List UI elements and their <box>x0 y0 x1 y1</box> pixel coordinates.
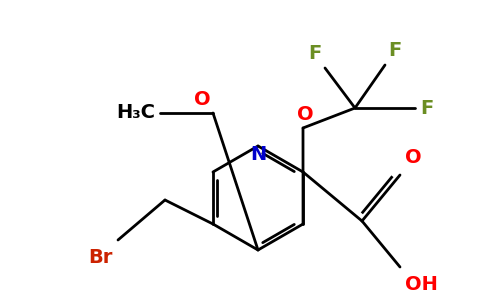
Text: O: O <box>195 90 211 109</box>
Text: OH: OH <box>405 275 438 294</box>
Text: O: O <box>405 148 422 167</box>
Text: H₃C: H₃C <box>116 103 155 122</box>
Text: O: O <box>297 105 313 124</box>
Text: F: F <box>420 98 433 118</box>
Text: N: N <box>250 145 266 164</box>
Text: F: F <box>388 41 401 60</box>
Text: Br: Br <box>89 248 113 267</box>
Text: F: F <box>309 44 322 63</box>
